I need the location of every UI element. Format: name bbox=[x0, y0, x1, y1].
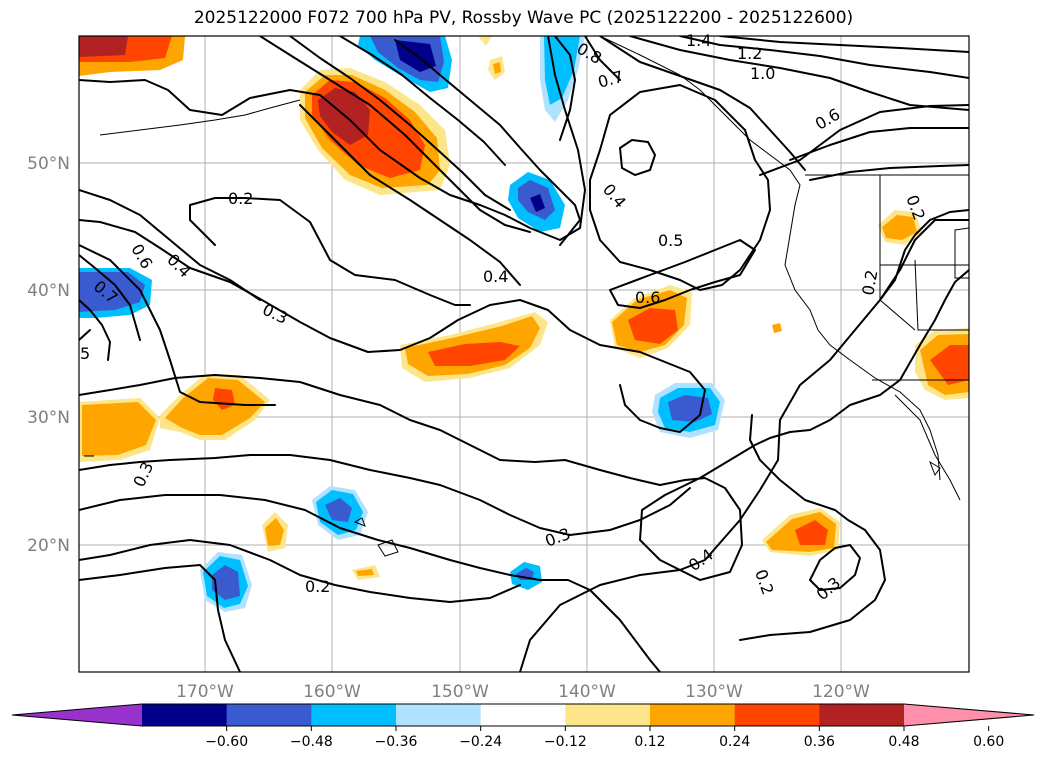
lon-label: 150°W bbox=[431, 682, 489, 702]
colorbar-tick-label: 0.24 bbox=[719, 734, 750, 750]
lat-label: 20°N bbox=[27, 536, 70, 556]
longitude-labels: 170°W 160°W 150°W 140°W 130°W 120°W bbox=[176, 682, 870, 702]
contour-label: 0.6 bbox=[812, 104, 844, 133]
lon-label: 170°W bbox=[176, 682, 234, 702]
lat-label: 50°N bbox=[27, 154, 70, 174]
map-frame bbox=[78, 35, 970, 673]
colorbar-min-extension bbox=[12, 704, 142, 726]
pv-anomaly-fill bbox=[79, 36, 969, 612]
colorbar-tick-label: −0.60 bbox=[205, 734, 248, 750]
contour-label: 0.6 bbox=[635, 288, 660, 307]
colorbar-max-extension bbox=[904, 704, 1034, 726]
colorbar-tick-label: 0.48 bbox=[888, 734, 919, 750]
contour-label: 0.5 bbox=[658, 231, 683, 250]
contour-label: 0.2 bbox=[751, 567, 778, 597]
contour-label: 1.4 bbox=[686, 31, 711, 50]
colorbar-tick-label: 0.12 bbox=[634, 734, 665, 750]
colorbar-swatch bbox=[819, 704, 905, 726]
contour-label: 0.2 bbox=[858, 268, 881, 296]
colorbar-swatch bbox=[734, 704, 820, 726]
colorbar-swatch bbox=[650, 704, 736, 726]
contour-label: 0.3 bbox=[813, 573, 845, 604]
contour-label: 0.4 bbox=[685, 545, 717, 575]
colorbar-swatch bbox=[226, 704, 312, 726]
contour-label: 0.6 bbox=[127, 241, 156, 273]
contour-label: 1.0 bbox=[750, 64, 775, 83]
colorbar-tick-label: −0.48 bbox=[290, 734, 333, 750]
contour-label: 1.2 bbox=[737, 44, 762, 63]
colorbar-swatch bbox=[396, 704, 482, 726]
lat-label: 40°N bbox=[27, 281, 70, 301]
lon-label: 130°W bbox=[685, 682, 743, 702]
colorbar-tick-label: −0.12 bbox=[544, 734, 587, 750]
latitude-labels: 50°N 40°N 30°N 20°N bbox=[27, 154, 70, 556]
lon-label: 140°W bbox=[558, 682, 616, 702]
contour-label: 0.4 bbox=[163, 250, 194, 281]
contour-label: 0.3 bbox=[260, 300, 291, 328]
map-title: 2025122000 F072 700 hPa PV, Rossby Wave … bbox=[193, 8, 854, 28]
colorbar-swatch bbox=[311, 704, 397, 726]
colorbar-tick-label: 0.60 bbox=[973, 734, 1004, 750]
contour-label: 0.4 bbox=[599, 180, 630, 212]
contour-label: 0.7 bbox=[596, 67, 626, 92]
colorbar-outline bbox=[11, 703, 1035, 727]
lon-label: 160°W bbox=[303, 682, 361, 702]
contour-label: 5 bbox=[80, 344, 90, 363]
colorbar-tick-label: 0.36 bbox=[804, 734, 835, 750]
colorbar-swatch bbox=[480, 704, 566, 726]
colorbar-swatch bbox=[142, 704, 228, 726]
colorbar: −0.60 −0.48 −0.36 −0.24 −0.12 0.12 0.24 0.36 0.4… bbox=[11, 703, 1035, 750]
lon-label: 120°W bbox=[812, 682, 870, 702]
colorbar-tick-label: −0.24 bbox=[459, 734, 502, 750]
contour-label: 0.2 bbox=[305, 577, 330, 596]
colorbar-swatch bbox=[565, 704, 651, 726]
contour-label: 0.4 bbox=[483, 267, 508, 286]
contour-label: 0.3 bbox=[542, 524, 572, 551]
colorbar-tick-label: −0.36 bbox=[375, 734, 418, 750]
contour-label: 0.2 bbox=[228, 189, 253, 208]
pv-contours bbox=[79, 36, 969, 672]
coastlines bbox=[84, 36, 969, 557]
lat-label: 30°N bbox=[27, 408, 70, 428]
